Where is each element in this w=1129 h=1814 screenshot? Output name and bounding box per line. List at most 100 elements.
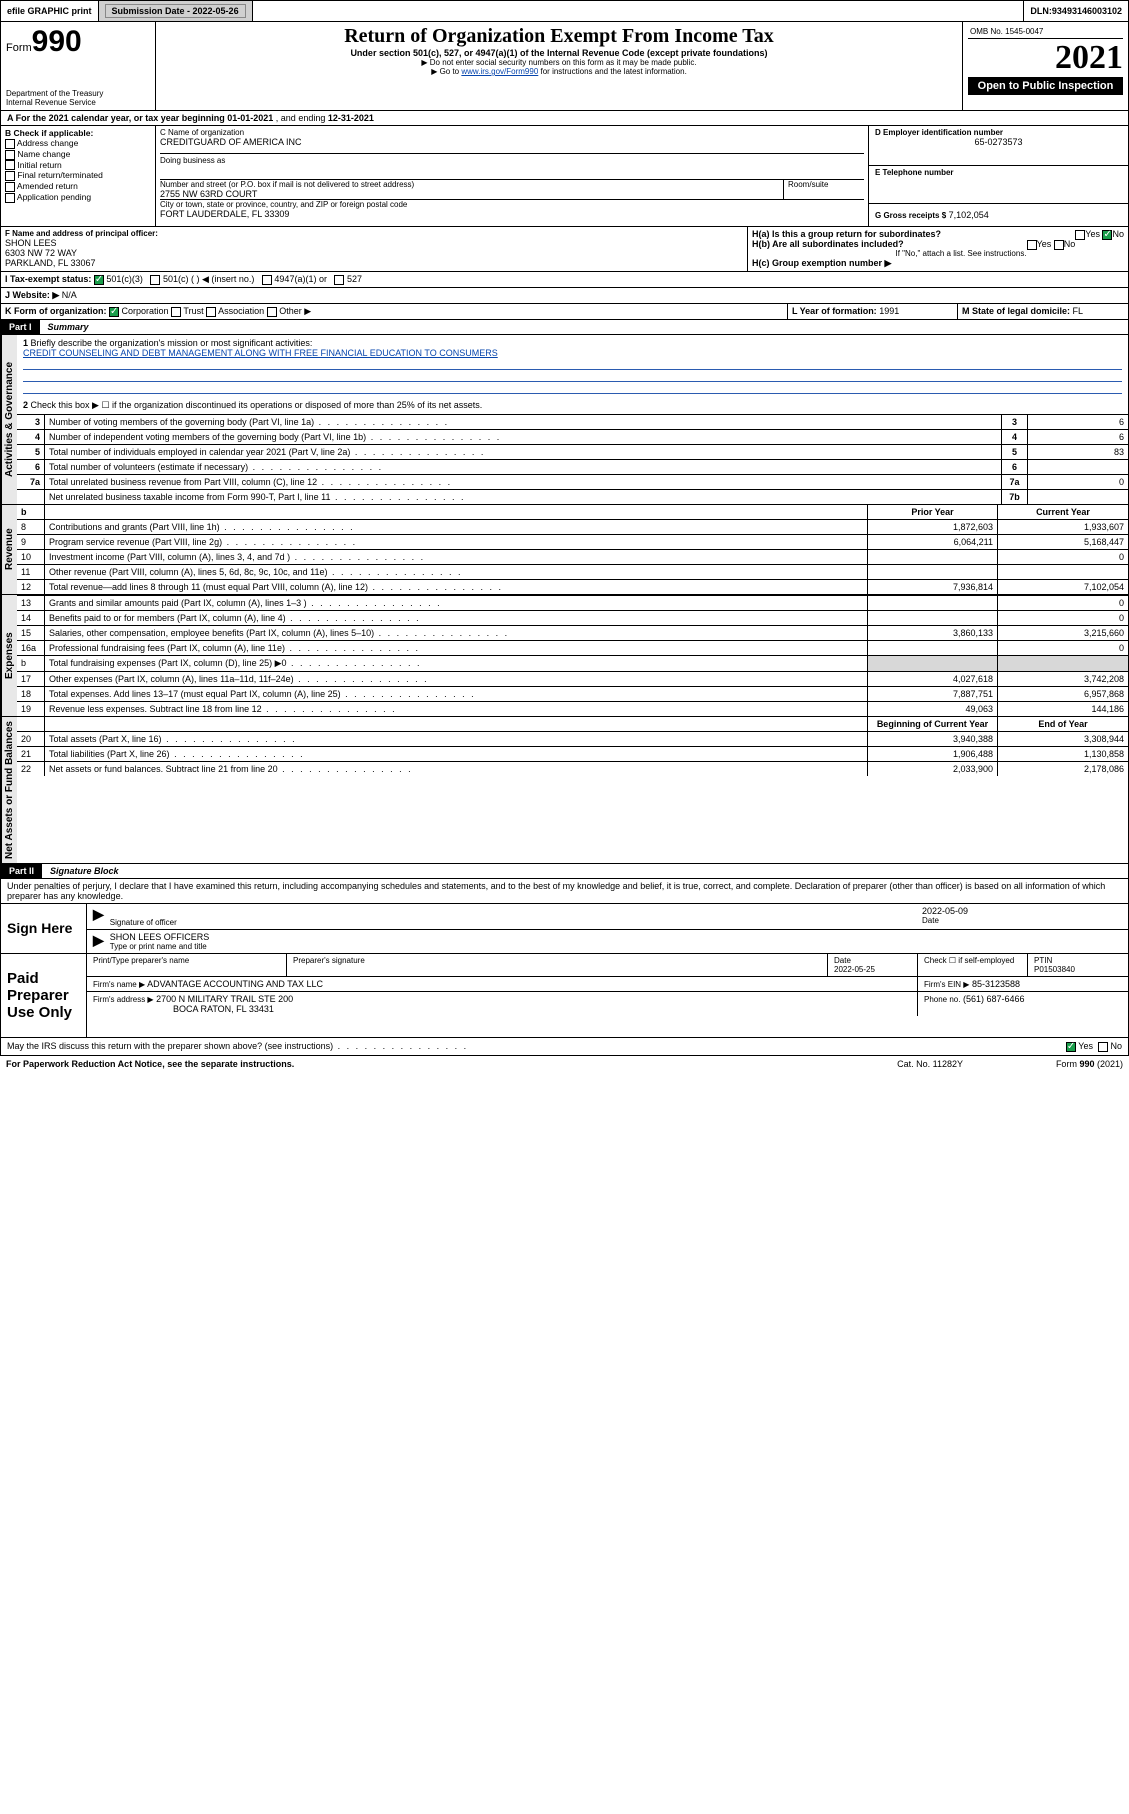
current-value: [998, 565, 1128, 579]
prior-value: [868, 641, 998, 655]
mission-text[interactable]: CREDIT COUNSELING AND DEBT MANAGEMENT AL…: [23, 348, 498, 358]
current-value: 0: [998, 550, 1128, 564]
vtab-netassets: Net Assets or Fund Balances: [1, 717, 17, 863]
prep-sig-label: Preparer's signature: [287, 954, 828, 976]
box-fh: F Name and address of principal officer:…: [0, 227, 1129, 272]
current-value: 5,168,447: [998, 535, 1128, 549]
submission-date-button[interactable]: Submission Date - 2022-05-26: [105, 4, 246, 18]
check-other[interactable]: [267, 307, 277, 317]
prior-value: 1,872,603: [868, 520, 998, 534]
officer-addr1: 6303 NW 72 WAY: [5, 248, 743, 258]
ha-yes[interactable]: [1075, 230, 1085, 240]
check-501c[interactable]: [150, 275, 160, 285]
check-501c3[interactable]: [94, 275, 104, 285]
line-l: L Year of formation: 1991: [788, 304, 958, 319]
check-self-employed[interactable]: Check ☐ if self-employed: [918, 954, 1028, 976]
form-title: Return of Organization Exempt From Incom…: [161, 25, 957, 48]
paid-preparer-box: Paid Preparer Use Only Print/Type prepar…: [0, 954, 1129, 1038]
line-text: Total fundraising expenses (Part IX, col…: [45, 656, 868, 671]
line-num: b: [17, 656, 45, 671]
type-name-label: Type or print name and title: [110, 942, 1122, 951]
form-mid: Return of Organization Exempt From Incom…: [156, 22, 963, 110]
check-527[interactable]: [334, 275, 344, 285]
sig-date-label: Date: [922, 916, 1122, 925]
line-text: Total number of volunteers (estimate if …: [45, 460, 1002, 474]
current-value: 1,933,607: [998, 520, 1128, 534]
h-c: H(c) Group exemption number ▶: [752, 258, 1124, 269]
q1-label: Briefly describe the organization's miss…: [31, 338, 313, 348]
line-num: 13: [17, 596, 45, 610]
submission-date-cell: Submission Date - 2022-05-26: [99, 1, 253, 21]
part1-title: Summary: [40, 320, 97, 334]
discuss-yes[interactable]: [1066, 1042, 1076, 1052]
sign-here-label: Sign Here: [1, 904, 87, 953]
prior-value: [868, 611, 998, 625]
hb-no[interactable]: [1054, 240, 1064, 250]
current-value: 3,742,208: [998, 672, 1128, 686]
line-value: 83: [1028, 445, 1128, 459]
ein-value: 65-0273573: [875, 137, 1122, 147]
line-box: 7b: [1002, 490, 1028, 504]
irs-link[interactable]: www.irs.gov/Form990: [461, 67, 538, 76]
vtab-activities: Activities & Governance: [1, 335, 17, 504]
footer-left: For Paperwork Reduction Act Notice, see …: [6, 1059, 897, 1069]
summary-block: Activities & Governance 1 Briefly descri…: [0, 335, 1129, 505]
box-g-label: G Gross receipts $: [875, 211, 946, 220]
box-deg: D Employer identification number 65-0273…: [868, 126, 1128, 226]
officer-sig-name: SHON LEES OFFICERS: [110, 932, 1122, 942]
check-association[interactable]: [206, 307, 216, 317]
check-amended-return[interactable]: Amended return: [5, 181, 151, 192]
revenue-block: Revenue b Prior Year Current Year 8Contr…: [0, 505, 1129, 595]
ha-no[interactable]: [1102, 230, 1112, 240]
line-j-label: J Website: ▶: [5, 290, 59, 300]
box-f-label: F Name and address of principal officer:: [5, 229, 743, 238]
prep-date: 2022-05-25: [834, 965, 875, 974]
box-d-label: D Employer identification number: [875, 128, 1122, 137]
line-value: 6: [1028, 415, 1128, 429]
line-text: Professional fundraising fees (Part IX, …: [45, 641, 868, 655]
box-h: H(a) Is this a group return for subordin…: [748, 227, 1128, 271]
vtab-revenue: Revenue: [1, 505, 17, 594]
form-990-label: Form990: [6, 25, 150, 59]
line-m: M State of legal domicile: FL: [958, 304, 1128, 319]
firm-addr1: 2700 N MILITARY TRAIL STE 200: [156, 994, 293, 1004]
check-final-return[interactable]: Final return/terminated: [5, 170, 151, 181]
col-current: Current Year: [998, 505, 1128, 519]
topbar: efile GRAPHIC print Submission Date - 20…: [0, 0, 1129, 22]
gray-cell: [998, 656, 1128, 671]
discuss-no[interactable]: [1098, 1042, 1108, 1052]
line-value: [1028, 460, 1128, 474]
line-num: 15: [17, 626, 45, 640]
check-name-change[interactable]: Name change: [5, 149, 151, 160]
check-trust[interactable]: [171, 307, 181, 317]
dba-label: Doing business as: [160, 156, 864, 165]
sign-here-box: Sign Here ▶ Signature of officer 2022-05…: [0, 904, 1129, 954]
part1-label: Part I: [1, 320, 40, 334]
hb-yes[interactable]: [1027, 240, 1037, 250]
line-text: Investment income (Part VIII, column (A)…: [45, 550, 868, 564]
line-text: Total unrelated business revenue from Pa…: [45, 475, 1002, 489]
line-num: 10: [17, 550, 45, 564]
check-corporation[interactable]: [109, 307, 119, 317]
org-address: 2755 NW 63RD COURT: [160, 189, 783, 199]
website-value: N/A: [62, 290, 77, 300]
check-address-change[interactable]: Address change: [5, 138, 151, 149]
ptin-value: P01503840: [1034, 965, 1075, 974]
sig-date: 2022-05-09: [922, 906, 1122, 916]
line-num: [17, 490, 45, 504]
line-box: 5: [1002, 445, 1028, 459]
current-value: 2,178,086: [998, 762, 1128, 776]
dln-cell: DLN: 93493146003102: [1024, 1, 1128, 21]
city-label: City or town, state or province, country…: [160, 200, 864, 209]
check-application-pending[interactable]: Application pending: [5, 192, 151, 203]
check-initial-return[interactable]: Initial return: [5, 160, 151, 171]
prior-value: [868, 550, 998, 564]
line-num: 11: [17, 565, 45, 579]
form-sub3: ▶ Go to www.irs.gov/Form990 for instruct…: [161, 67, 957, 76]
vtab-expenses: Expenses: [1, 595, 17, 716]
omb-label: OMB No. 1545-0047: [968, 25, 1123, 39]
line-i-label: I Tax-exempt status:: [5, 274, 91, 284]
check-4947[interactable]: [262, 275, 272, 285]
box-bcdeg: B Check if applicable: Address change Na…: [0, 126, 1129, 227]
prep-name-label: Print/Type preparer's name: [87, 954, 287, 976]
